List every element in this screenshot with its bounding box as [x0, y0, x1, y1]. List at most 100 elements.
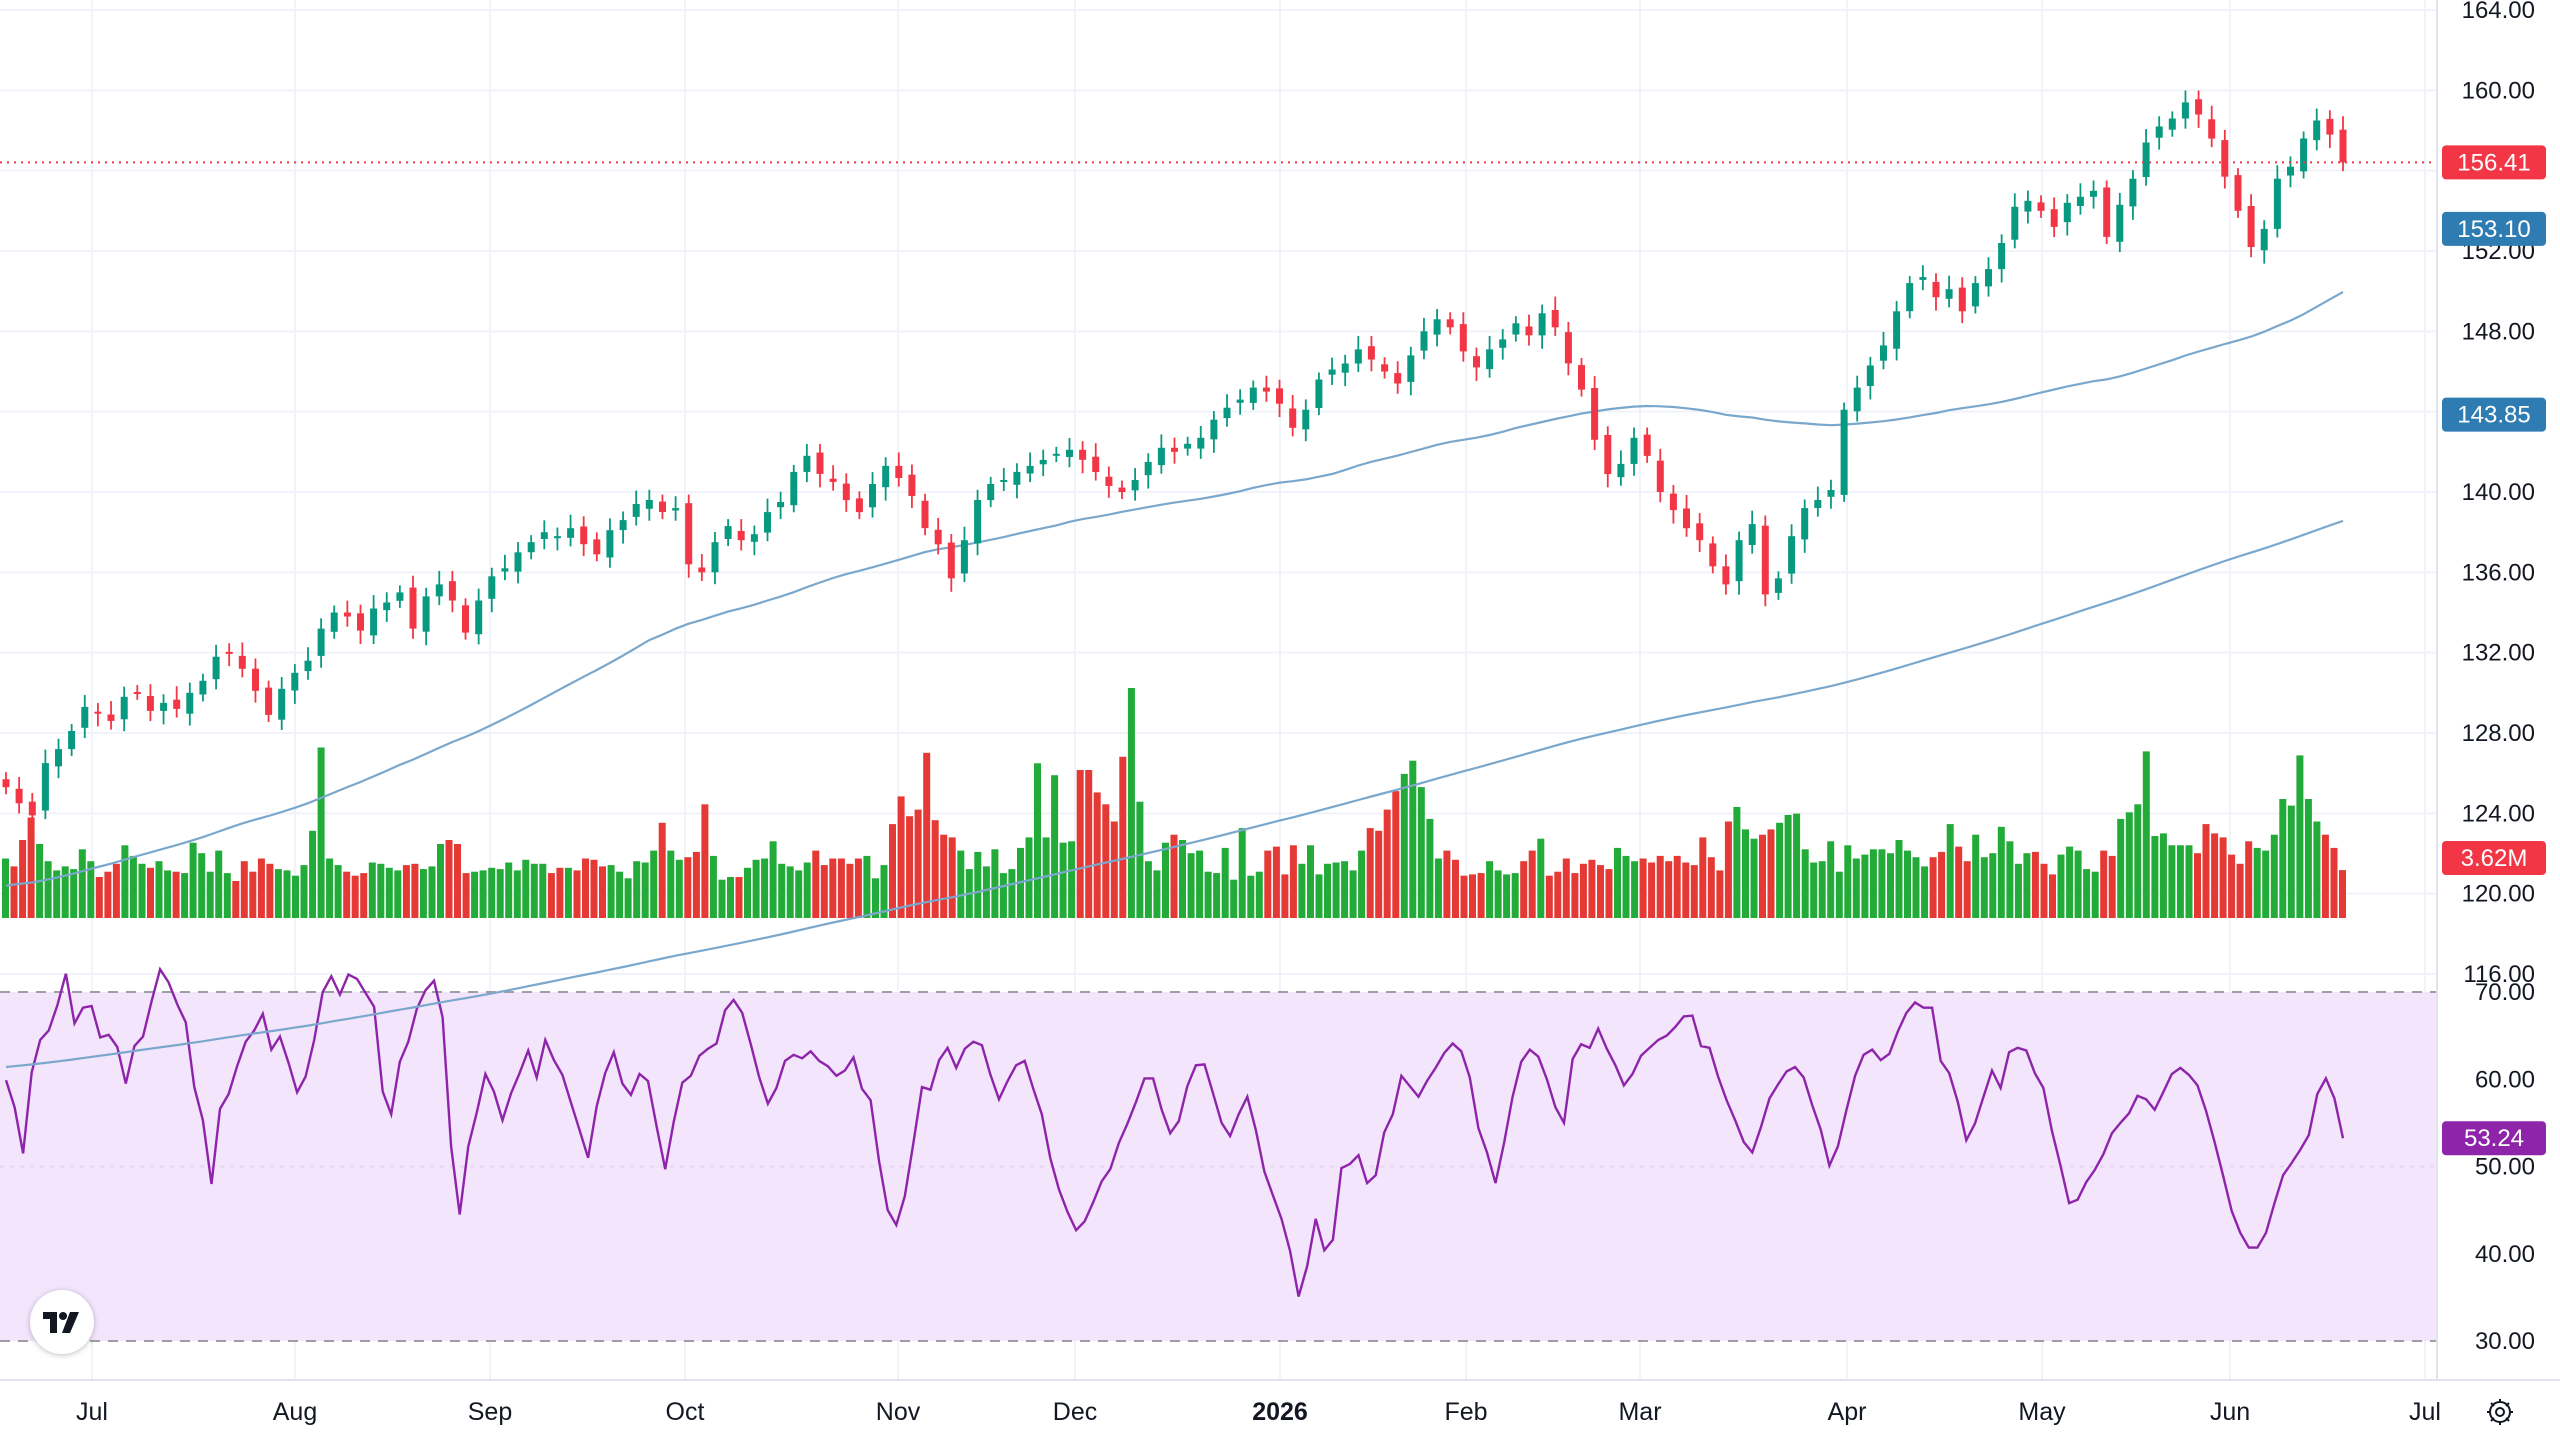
price-axis[interactable]: 164.00160.00156.00152.00148.00144.00140.… — [2462, 0, 2535, 988]
volume-bar — [1699, 837, 1707, 918]
volume-bar — [1452, 859, 1459, 918]
volume-bar — [198, 853, 206, 918]
candle-body — [1840, 409, 1848, 495]
candle-body — [488, 576, 496, 599]
volume-bar — [948, 837, 956, 918]
volume-bar — [1878, 849, 1886, 918]
candle-body — [1801, 508, 1809, 540]
time-tick-label: Dec — [1053, 1398, 1097, 1426]
candle-body — [2116, 204, 2124, 242]
tradingview-logo-icon[interactable] — [30, 1290, 94, 1354]
volume-bar — [1887, 853, 1894, 918]
price-tick-label: 132.00 — [2462, 640, 2535, 667]
volume-bar — [1554, 871, 1562, 918]
volume-bar — [138, 863, 146, 918]
volume-bar — [2083, 869, 2091, 918]
volume-bar — [2091, 871, 2099, 918]
candle-body — [2313, 120, 2321, 141]
volume-bar — [488, 867, 496, 918]
candle-body — [1249, 387, 1257, 403]
volume-bar — [1136, 801, 1144, 918]
price-tick-label: 148.00 — [2462, 318, 2535, 345]
volume-bar — [317, 747, 325, 918]
volume-bar — [1784, 814, 1792, 918]
candle-body — [1761, 525, 1769, 595]
candle-body — [606, 530, 614, 558]
volume-bar — [599, 866, 606, 918]
price-tag-text: 143.85 — [2457, 402, 2530, 429]
candle-body — [2129, 178, 2137, 207]
volume-bar — [1597, 865, 1604, 918]
candle-body — [1223, 407, 1231, 419]
volume-bar — [931, 820, 939, 918]
volume-bar — [795, 870, 803, 918]
volume-bar — [1537, 838, 1545, 918]
volume-bar — [1963, 861, 1971, 918]
volume-bar — [1196, 850, 1204, 918]
rsi-tag-bg — [2442, 1121, 2546, 1156]
volume-bar — [1179, 840, 1186, 918]
candle-body — [947, 542, 955, 579]
volume-bar — [1110, 821, 1118, 918]
candle-body — [1092, 456, 1100, 472]
volume-bar — [2270, 834, 2278, 918]
volume-bar — [87, 861, 95, 918]
candle-body — [199, 680, 207, 695]
volume-bar — [906, 816, 914, 918]
price-tag: 156.41 — [2442, 145, 2546, 180]
candle-body — [1381, 364, 1389, 372]
candle-body — [265, 687, 273, 715]
price-tick-label: 140.00 — [2462, 479, 2535, 506]
candle-body — [632, 504, 640, 517]
candle-body — [1118, 487, 1126, 492]
volume-bar — [1571, 873, 1579, 918]
rsi-line — [4, 966, 2345, 1297]
candle-body — [2, 779, 10, 788]
volume-bar — [2057, 854, 2065, 918]
volume-bar — [1656, 855, 1664, 918]
candle-body — [1079, 449, 1087, 460]
volume-tag-bg — [2442, 841, 2546, 875]
volume-bar — [889, 824, 896, 918]
rsi-axis[interactable]: 70.00 60.00 50.00 40.00 30.00 — [2475, 979, 2535, 1355]
volume-bar — [1144, 861, 1152, 918]
volume-bar — [385, 867, 393, 918]
volume-bar — [1119, 756, 1127, 918]
volume-bar — [2202, 824, 2210, 918]
volume-bar — [266, 863, 274, 918]
candle-body — [685, 503, 693, 565]
candle-body — [2037, 202, 2045, 211]
volume-bar — [1221, 847, 1229, 918]
volume-bar — [402, 865, 410, 918]
gear-icon[interactable] — [2480, 1392, 2520, 1432]
volume-bar — [2134, 804, 2142, 918]
time-tick-label: Jun — [2210, 1398, 2250, 1426]
volume-bar — [1170, 834, 1178, 918]
candle-body — [1525, 326, 1533, 336]
candle-body — [1958, 287, 1966, 312]
volume-bar — [1042, 837, 1050, 918]
volume-bar — [616, 871, 624, 918]
volume-bar — [300, 865, 308, 918]
volume-tag: 3.62M — [2442, 841, 2546, 875]
candle-body — [698, 567, 706, 573]
candle-body — [2181, 102, 2189, 119]
candle-body — [2011, 206, 2019, 240]
rsi-tick-label: 30.00 — [2475, 1328, 2535, 1355]
candle-body — [1748, 524, 1756, 545]
volume-bar — [854, 858, 862, 918]
candle-body — [1630, 437, 1638, 464]
time-axis[interactable]: Jul Aug Sep Oct Nov Dec 2026 Feb Mar Apr May Jun Jul — [76, 1398, 2441, 1426]
volume-bar — [1767, 829, 1775, 918]
volume-bar — [343, 871, 351, 918]
volume-bar — [1622, 855, 1630, 918]
candle-body — [2155, 126, 2163, 138]
candle-body — [1026, 465, 1034, 474]
candle-body — [1052, 453, 1060, 456]
volume-bar — [462, 873, 470, 918]
candle-body — [895, 465, 903, 478]
volume-bar — [701, 804, 709, 918]
volume-bar — [820, 865, 828, 918]
price-tick-label: 116.00 — [2463, 961, 2535, 988]
